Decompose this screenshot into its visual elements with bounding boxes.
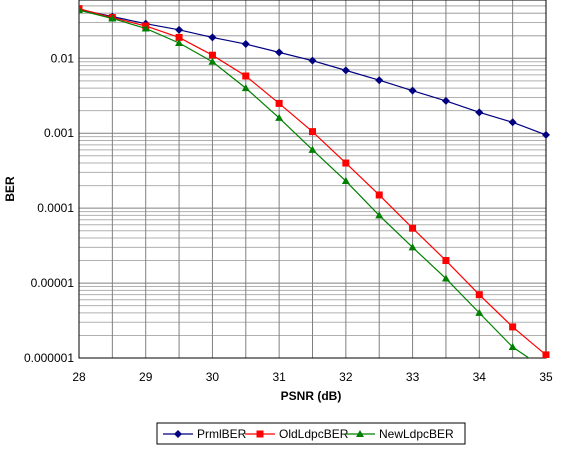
data-point-newldpcber (375, 211, 384, 219)
data-point-oldldpcber (309, 128, 316, 136)
x-tick-label: 35 (539, 370, 553, 384)
data-point-prmlber (175, 25, 184, 34)
data-point-newldpcber (408, 243, 417, 251)
data-point-newldpcber (108, 14, 117, 22)
legend-marker-newldpcber (356, 430, 364, 437)
series-newldpcber (79, 6, 530, 358)
data-point-newldpcber (175, 39, 184, 47)
legend-marker-oldldpcber (256, 430, 264, 438)
data-point-oldldpcber (175, 33, 183, 41)
data-point-prmlber (375, 76, 384, 85)
data-point-newldpcber (308, 145, 317, 153)
y-tick-label: 0.0001 (37, 201, 74, 215)
x-tick-label: 34 (473, 370, 487, 384)
data-point-oldldpcber (542, 351, 550, 358)
y-axis-title: BER (3, 176, 17, 202)
plot-area-frame (78, 0, 547, 359)
data-point-newldpcber (241, 84, 250, 92)
y-tick-labels: 0.01 0.001 0.0001 0.00001 0.000001 (24, 51, 74, 365)
y-tick-label: 0.001 (44, 126, 74, 140)
x-tick-label: 29 (139, 370, 153, 384)
series-layer (79, 5, 550, 358)
data-point-oldldpcber (79, 5, 83, 13)
data-point-oldldpcber (375, 191, 383, 199)
data-point-prmlber (341, 66, 350, 75)
legend-label-newldpcber: NewLdpcBER (379, 427, 454, 441)
grid-lines (79, 0, 546, 359)
legend-box (156, 422, 466, 445)
data-point-prmlber (308, 56, 317, 65)
data-point-oldldpcber (208, 51, 216, 59)
x-tick-labels: 28 29 30 31 32 33 34 35 (72, 370, 553, 384)
data-point-newldpcber (341, 177, 350, 185)
y-tick-label: 0.00001 (31, 276, 75, 290)
data-point-prmlber (441, 96, 450, 105)
legend: PrmlBER OldLdpcBER NewLdpcBER (156, 422, 466, 445)
x-axis-title: PSNR (dB) (281, 389, 342, 403)
data-point-newldpcber (508, 343, 517, 351)
legend-label-prmlber: PrmlBER (197, 427, 247, 441)
data-point-oldldpcber (342, 159, 350, 167)
data-point-prmlber (241, 40, 250, 49)
x-tick-label: 31 (272, 370, 286, 384)
legend-label-oldldpcber: OldLdpcBER (279, 427, 349, 441)
data-point-oldldpcber (242, 72, 250, 80)
data-point-prmlber (542, 130, 550, 139)
x-tick-label: 28 (72, 370, 86, 384)
y-tick-label: 0.000001 (24, 351, 74, 365)
data-point-newldpcber (441, 274, 450, 282)
data-point-newldpcber (79, 6, 83, 14)
data-point-newldpcber (208, 57, 217, 65)
data-point-oldldpcber (442, 257, 450, 265)
data-point-prmlber (475, 108, 484, 117)
legend-marker-prmlber (174, 430, 182, 438)
series-oldldpcber (79, 5, 550, 358)
x-tick-label: 32 (339, 370, 353, 384)
data-point-newldpcber (141, 24, 150, 32)
data-point-oldldpcber (475, 291, 483, 299)
data-point-prmlber (408, 86, 417, 95)
data-point-newldpcber (475, 308, 484, 316)
data-point-oldldpcber (409, 224, 417, 232)
data-point-prmlber (208, 33, 217, 42)
x-tick-label: 33 (406, 370, 420, 384)
data-point-oldldpcber (275, 99, 283, 107)
data-point-prmlber (508, 118, 517, 127)
x-tick-label: 30 (206, 370, 220, 384)
data-point-prmlber (275, 48, 284, 57)
y-tick-label: 0.01 (51, 51, 75, 65)
data-point-oldldpcber (509, 323, 517, 331)
data-point-newldpcber (275, 113, 284, 121)
